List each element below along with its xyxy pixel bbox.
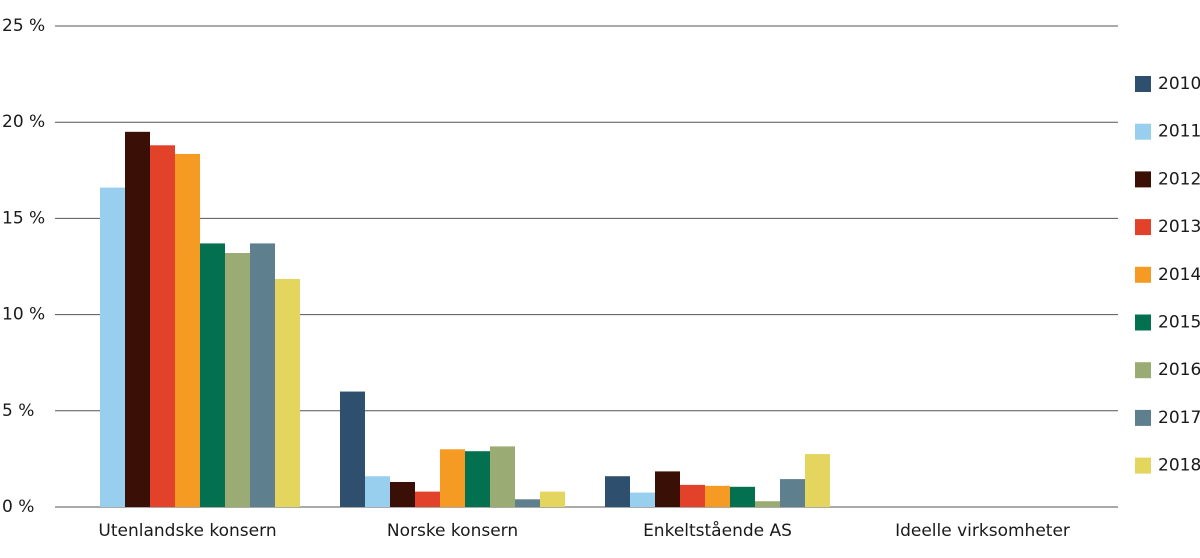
bar [275, 279, 300, 507]
x-tick-label: Ideelle virksomheter [895, 521, 1070, 541]
bar [175, 153, 200, 508]
legend-label: 2014 [1158, 265, 1200, 285]
bar [705, 485, 730, 507]
legend-swatch [1135, 314, 1151, 331]
y-tick-label: 5 % [2, 401, 34, 421]
bar [730, 486, 755, 507]
bar [440, 449, 465, 507]
bar [390, 481, 415, 507]
bar [415, 491, 440, 507]
y-tick-label: 25 % [2, 16, 45, 36]
legend-label: 2012 [1158, 169, 1200, 189]
legend-swatch [1135, 409, 1151, 426]
legend-swatch [1135, 219, 1151, 236]
bar [540, 491, 565, 507]
legend-swatch [1135, 266, 1151, 283]
legend-label: 2017 [1158, 408, 1200, 428]
bar [100, 187, 125, 507]
x-tick-label: Utenlandske konsern [98, 521, 276, 541]
bar [200, 243, 225, 508]
y-tick-label: 20 % [2, 112, 45, 132]
bar [630, 492, 655, 507]
x-tick-label: Enkeltstående AS [643, 520, 792, 541]
y-tick-label: 10 % [2, 305, 45, 325]
legend-swatch [1135, 457, 1151, 474]
legend-swatch [1135, 123, 1151, 140]
bar [605, 476, 630, 507]
bar [805, 454, 830, 507]
legend-label: 2011 [1158, 122, 1200, 142]
legend-label: 2013 [1158, 217, 1200, 237]
bar [250, 243, 275, 508]
bar [655, 471, 680, 507]
legend-label: 2018 [1158, 456, 1200, 476]
legend-swatch [1135, 362, 1151, 379]
legend-label: 2010 [1158, 74, 1200, 94]
x-tick-label: Norske konsern [387, 521, 518, 541]
bar [755, 501, 780, 507]
legend-swatch [1135, 171, 1151, 188]
bar [225, 253, 250, 507]
bar [515, 499, 540, 507]
bar [125, 131, 150, 507]
bar [365, 476, 390, 507]
bar [465, 451, 490, 507]
legend-label: 2015 [1158, 313, 1200, 333]
y-tick-label: 15 % [2, 208, 45, 228]
bar [780, 479, 805, 507]
bar [490, 446, 515, 507]
bar [680, 484, 705, 507]
legend-label: 2016 [1158, 360, 1200, 380]
legend-swatch [1135, 76, 1151, 92]
bar [150, 145, 175, 507]
bar [340, 391, 365, 507]
y-tick-label: 0 % [2, 497, 34, 517]
